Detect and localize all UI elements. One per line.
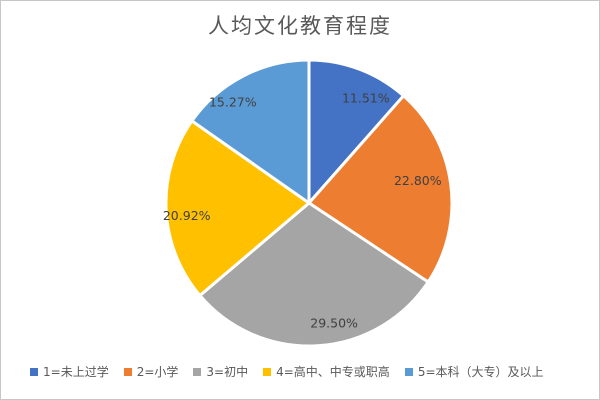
- legend-item-label: 2=小学: [136, 365, 179, 379]
- pie-slice-label-5: 15.27%: [209, 95, 257, 110]
- legend-item-label: 5=本科（大专）及以上: [417, 365, 544, 379]
- legend-marker-icon: [30, 367, 38, 376]
- legend-item-label: 3=初中: [206, 365, 249, 379]
- chart-title: 人均文化教育程度: [208, 14, 392, 38]
- legend-marker-icon: [193, 367, 202, 376]
- pie-slice-label-3: 29.50%: [310, 315, 358, 330]
- pie-slice-1: [307, 58, 406, 205]
- chart-legend: 1=未上过学 2=小学 3=初中 4=高中、中专或职高 5=本科（大专）及以上: [30, 363, 544, 380]
- legend-marker-icon: [404, 367, 413, 376]
- pie-slice-4: [164, 119, 311, 297]
- legend-marker-icon: [263, 367, 272, 376]
- pie-slice-2: [307, 94, 454, 284]
- legend-item-2: 2=小学: [123, 363, 179, 380]
- legend-item-label: 1=未上过学: [43, 365, 109, 379]
- legend-item-3: 3=初中: [193, 363, 248, 380]
- pie-slice-label-4: 20.92%: [163, 208, 211, 223]
- legend-item-label: 4=高中、中专或职高: [276, 365, 390, 379]
- legend-item-4: 4=高中、中专或职高: [263, 363, 390, 380]
- legend-item-5: 5=本科（大专）及以上: [404, 363, 544, 380]
- pie-slice-label-2: 22.80%: [394, 173, 442, 188]
- legend-item-1: 1=未上过学: [30, 363, 109, 380]
- legend-marker-icon: [123, 367, 132, 376]
- pie-slice-label-1: 11.51%: [342, 90, 390, 105]
- pie-slice-3: [198, 201, 430, 348]
- pie-slice-5: [190, 58, 311, 205]
